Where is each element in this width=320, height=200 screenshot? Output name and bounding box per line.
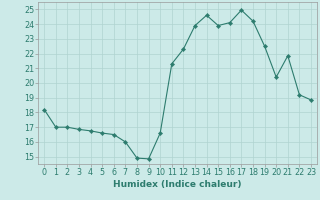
X-axis label: Humidex (Indice chaleur): Humidex (Indice chaleur): [113, 180, 242, 189]
